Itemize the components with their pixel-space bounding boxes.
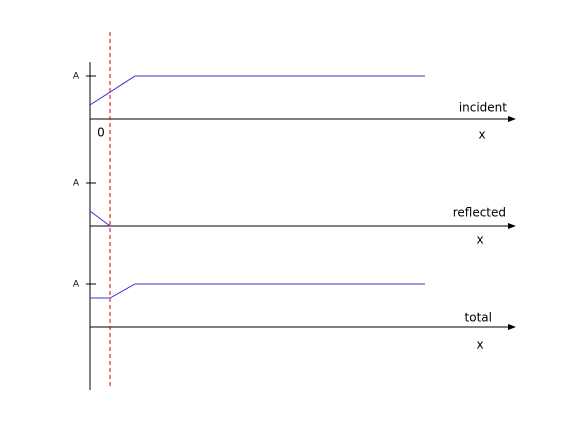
wave (89, 210, 111, 227)
arrowhead (508, 116, 516, 122)
origin-label: 0 (97, 126, 105, 140)
wave (90, 283, 425, 299)
axis-label: x (478, 128, 485, 142)
wave-label: total (465, 311, 492, 325)
wave (89, 75, 425, 106)
amplitude-label: A (73, 179, 80, 189)
amplitude-label: A (73, 72, 80, 82)
axis-label: x (476, 338, 483, 352)
axis-label: x (476, 233, 483, 247)
arrowhead (508, 324, 516, 330)
wave-label: reflected (453, 206, 506, 220)
wave-label: incident (459, 101, 507, 115)
amplitude-label: A (73, 280, 80, 290)
arrowhead (508, 223, 516, 229)
